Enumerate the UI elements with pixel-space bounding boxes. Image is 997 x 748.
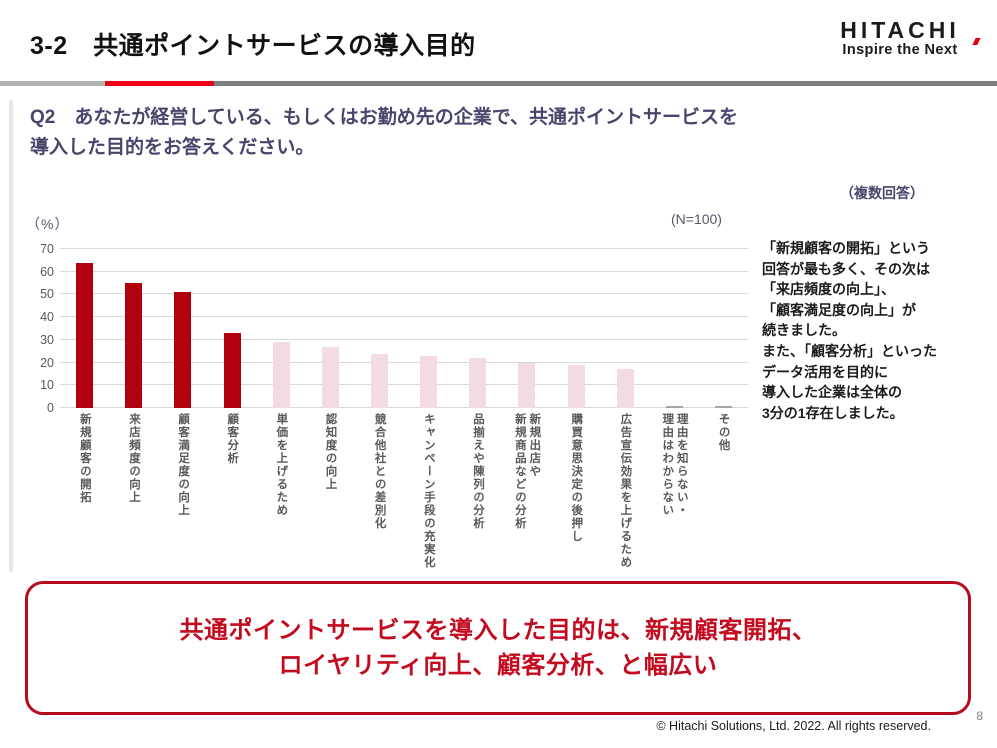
conclusion-text: 共通ポイントサービスを導入した目的は、新規顧客開拓、 ロイヤリティ向上、顧客分析…: [179, 617, 817, 679]
y-axis-tick: 60: [40, 264, 54, 279]
conclusion-box: 共通ポイントサービスを導入した目的は、新規顧客開拓、 ロイヤリティ向上、顧客分析…: [25, 581, 971, 715]
bar-13: [714, 405, 732, 408]
category-label-9: 新規出店や 新規商品などの分析: [513, 413, 541, 530]
bar-12: [665, 405, 683, 408]
divider-segment-red: [105, 81, 214, 86]
gridline: [60, 384, 748, 386]
divider-segment-light: [0, 81, 105, 86]
y-axis-tick: 70: [40, 242, 54, 256]
y-axis-tick: 20: [40, 355, 54, 370]
bar-0: [76, 262, 94, 408]
category-label-8: 品揃えや陳列の分析: [471, 413, 484, 530]
bar-9: [518, 362, 536, 408]
chart-y-axis: 0 10 20 30 40 50 60 70: [18, 242, 54, 415]
chart-plot: [60, 248, 748, 408]
bar-1: [125, 283, 143, 408]
category-label-5: 認知度の向上: [324, 413, 337, 491]
y-axis-tick: 0: [47, 401, 54, 415]
y-axis-tick: 30: [40, 332, 54, 347]
left-accent-strip: [9, 100, 13, 572]
sample-size-label: (N=100): [671, 211, 722, 227]
logo-brand-text: HITACHI: [840, 17, 960, 43]
page-number: 8: [976, 709, 983, 723]
category-label-1: 来店頻度の向上: [127, 413, 140, 504]
gridline: [60, 270, 748, 272]
bar-6: [370, 353, 388, 408]
category-label-6: 競合他社との差別化: [373, 413, 386, 530]
bar-11: [616, 369, 634, 408]
bar-5: [321, 346, 339, 408]
copyright-text: © Hitachi Solutions, Ltd. 2022. All righ…: [656, 719, 931, 733]
gridline: [60, 407, 748, 408]
y-axis-tick: 50: [40, 287, 54, 302]
bar-3: [223, 333, 241, 408]
title-divider: [0, 81, 997, 86]
bar-8: [469, 358, 487, 408]
gridline: [60, 338, 748, 340]
divider-segment-dark: [214, 81, 997, 86]
gridline: [60, 361, 748, 363]
y-axis-tick: 40: [40, 310, 54, 325]
gridline: [60, 293, 748, 295]
y-axis-tick: 10: [40, 378, 54, 393]
category-label-3: 顧客分析: [226, 413, 239, 465]
category-label-4: 単価を上げるため: [275, 413, 288, 517]
category-label-7: キャンペーン手段の充実化: [422, 413, 435, 569]
chart-category-labels: 新規顧客の開拓 来店頻度の向上 顧客満足度の向上 顧客分析 単価を上げるため 認知度の向上…: [60, 413, 748, 583]
y-axis-unit-label: （%）: [26, 216, 70, 232]
bar-2: [174, 292, 192, 408]
category-label-11: 広告宣伝効果を上げるため: [619, 413, 632, 569]
category-label-2: 顧客満足度の向上: [177, 413, 190, 517]
category-label-10: 購買意思決定の後押し: [570, 413, 583, 543]
page-title: 3-2 共通ポイントサービスの導入目的: [30, 32, 476, 60]
category-label-0: 新規顧客の開拓: [78, 413, 91, 504]
category-label-13: その他: [717, 413, 730, 452]
gridline: [60, 248, 748, 249]
bar-7: [420, 355, 438, 408]
category-label-12: 理由を知らない・ 理由はわからない: [661, 413, 688, 517]
multi-answer-note: （複数回答）: [840, 185, 924, 201]
bar-4: [272, 342, 290, 408]
chart-annotation: 「新規顧客の開拓」という 回答が最も多く、その次は 「来店頻度の向上」、 「顧客…: [762, 240, 937, 421]
logo-tagline-text: Inspire the Next: [842, 42, 958, 58]
question-text: Q2 あなたが経営している、もしくはお勤め先の企業で、共通ポイントサービスを 導…: [30, 107, 739, 158]
gridline: [60, 316, 748, 318]
hitachi-logo: HITACHI Inspire the Next: [815, 18, 985, 58]
logo-tagline: Inspire the Next: [815, 38, 985, 58]
bar-10: [567, 364, 585, 408]
